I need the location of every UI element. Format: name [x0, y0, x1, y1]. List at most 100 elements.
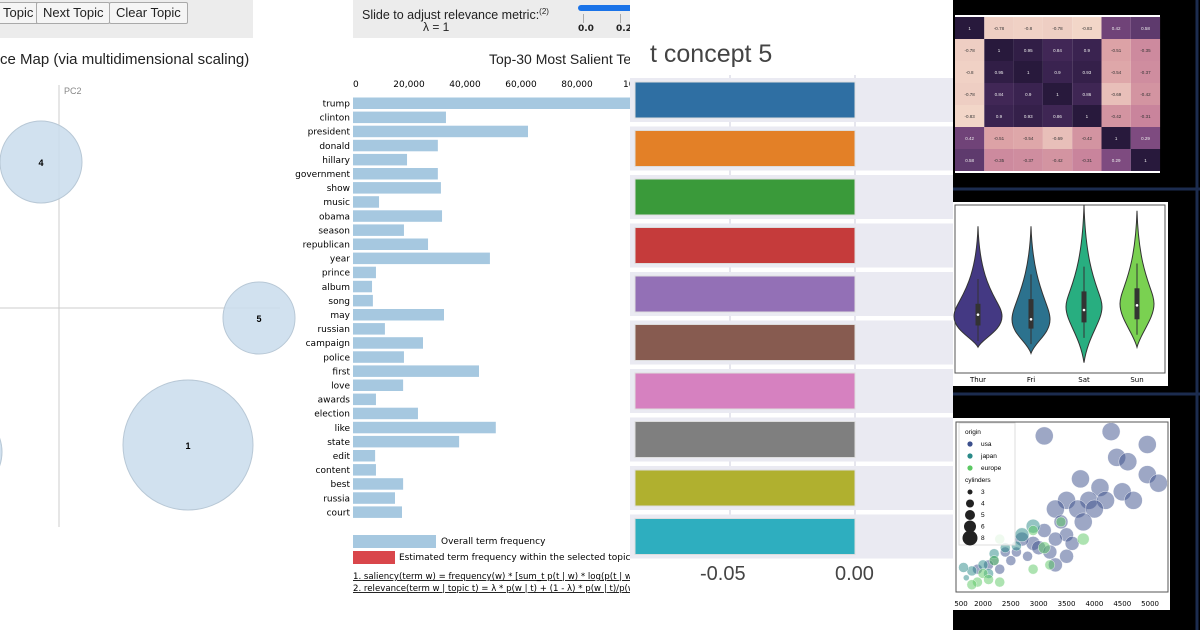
term-label: donald — [319, 142, 350, 152]
heatmap-value: 0.84 — [1053, 48, 1062, 53]
scatter-point — [994, 564, 1005, 575]
term-bar — [353, 266, 376, 279]
term-bar — [353, 450, 376, 462]
heatmap-value: 1 — [1115, 136, 1118, 141]
legend-label: 5 — [981, 512, 985, 519]
scatter-plot: 500 2000 2500 3000 3500 4000 4500 5000 — [954, 422, 1168, 608]
term-bar — [353, 125, 528, 138]
concept-bar — [634, 372, 856, 410]
scatter-point — [988, 555, 1000, 566]
term-bar — [353, 379, 404, 391]
next-topic-button[interactable]: Next Topic — [36, 2, 111, 24]
relevance-slider-panel: Slide to adjust relevance metric:(2) λ =… — [353, 0, 632, 38]
term-label: song — [328, 297, 350, 307]
legend-swatch-overall — [353, 535, 436, 548]
heatmap-value: 1 — [1056, 92, 1059, 97]
scatter-point — [1149, 474, 1168, 493]
topic-circle-partial[interactable] — [0, 410, 3, 494]
heatmap-cell — [1101, 39, 1131, 61]
pc2-label: PC2 — [64, 86, 82, 96]
scatter-point — [1038, 541, 1051, 554]
topic-toolbar: Topic Next Topic Clear Topic — [0, 0, 253, 38]
legend-label: 3 — [981, 489, 985, 496]
term-bar — [353, 210, 443, 222]
term-bar — [353, 421, 496, 434]
clear-topic-button[interactable]: Clear Topic — [109, 2, 188, 24]
term-bar — [353, 153, 408, 166]
slider-label-text: Slide to adjust relevance metric: — [362, 8, 540, 23]
term-label: music — [323, 198, 350, 208]
heatmap-cell — [984, 105, 1014, 127]
x-tick-label: Fri — [1027, 376, 1035, 384]
formula-link[interactable]: 2. relevance(term w | topic t) = λ * p(w… — [353, 584, 630, 594]
term-bar — [353, 478, 404, 490]
topic-circle-4[interactable]: 4 — [0, 120, 83, 204]
scatter-point — [1048, 531, 1063, 547]
scatter-point — [1014, 527, 1030, 542]
legend-label: 6 — [981, 524, 985, 531]
scatter-point — [963, 574, 970, 581]
heatmap-cell — [1013, 127, 1043, 149]
relevance-slider[interactable] — [578, 5, 630, 11]
scatter-point — [1005, 555, 1017, 566]
footnote-ref: (2) — [539, 7, 549, 16]
heatmap-value: 0.86 — [1053, 114, 1062, 119]
heatmap-value: -0.37 — [1023, 158, 1034, 163]
heatmap-cell — [1013, 149, 1043, 171]
heatmap-cell — [1042, 127, 1073, 149]
concept-bar — [634, 518, 856, 555]
heatmap-value: 0.9 — [996, 114, 1003, 119]
topic-circle-1[interactable]: 1 — [122, 379, 254, 511]
heatmap-value: -0.42 — [1082, 136, 1093, 141]
heatmap-cell — [1042, 61, 1073, 83]
concept-chart-title: t concept 5 — [650, 40, 773, 68]
heatmap-value: -0.54 — [1023, 136, 1034, 141]
term-bar — [353, 238, 429, 250]
term-label: campaign — [306, 339, 350, 349]
scatter-point — [1027, 564, 1039, 575]
heatmap-cell — [1042, 149, 1073, 171]
scatter-point — [1124, 491, 1143, 510]
term-bar — [353, 252, 490, 265]
heatmap-cell — [1013, 39, 1043, 61]
term-bar — [353, 224, 404, 236]
heatmap-cell — [1130, 17, 1161, 39]
heatmap-value: -0.37 — [1140, 70, 1151, 75]
topic-circle-5[interactable]: 5 — [222, 281, 296, 355]
heatmap-value: -0.54 — [1111, 70, 1122, 75]
x-tick-label: 60,000 — [505, 80, 537, 90]
heatmap-value: -0.83 — [1082, 26, 1093, 31]
scatter-point — [958, 562, 969, 573]
heatmap-cell — [1130, 105, 1161, 127]
heatmap-value: 1 — [1027, 70, 1030, 75]
term-bar — [353, 182, 441, 194]
heatmap-value: 0.9 — [1084, 48, 1091, 53]
term-bar — [353, 435, 460, 448]
heatmap-cell — [1130, 61, 1161, 83]
heatmap-cell — [955, 61, 985, 83]
intertopic-distance-map: PC2 4 5 1 — [0, 85, 296, 527]
term-bar — [353, 294, 373, 307]
heatmap-value: 0.95 — [995, 70, 1004, 75]
formula-link[interactable]: 1. saliency(term w) = frequency(w) * [su… — [353, 572, 630, 582]
legend-size-marker — [965, 510, 975, 520]
concept-bar — [634, 275, 856, 313]
term-label: year — [330, 255, 350, 265]
heatmap-value: 0.42 — [965, 136, 974, 141]
heatmap-value: 0.93 — [1082, 70, 1091, 75]
scatter-point — [1071, 469, 1090, 489]
legend-title: cylinders — [965, 477, 991, 484]
heatmap-value: -0.31 — [1140, 114, 1151, 119]
heatmap-value: 0.58 — [1141, 26, 1150, 31]
term-bar — [353, 196, 380, 208]
legend-size-marker — [967, 489, 973, 495]
heatmap-value: -0.42 — [1140, 92, 1151, 97]
legend-marker — [967, 465, 973, 471]
heatmap-value: 0.58 — [965, 158, 974, 163]
scatter-point — [1059, 549, 1074, 564]
term-label: best — [331, 480, 351, 490]
term-label: russian — [317, 325, 350, 335]
previous-topic-button[interactable]: Topic — [0, 2, 41, 24]
concept-bar — [634, 421, 856, 458]
